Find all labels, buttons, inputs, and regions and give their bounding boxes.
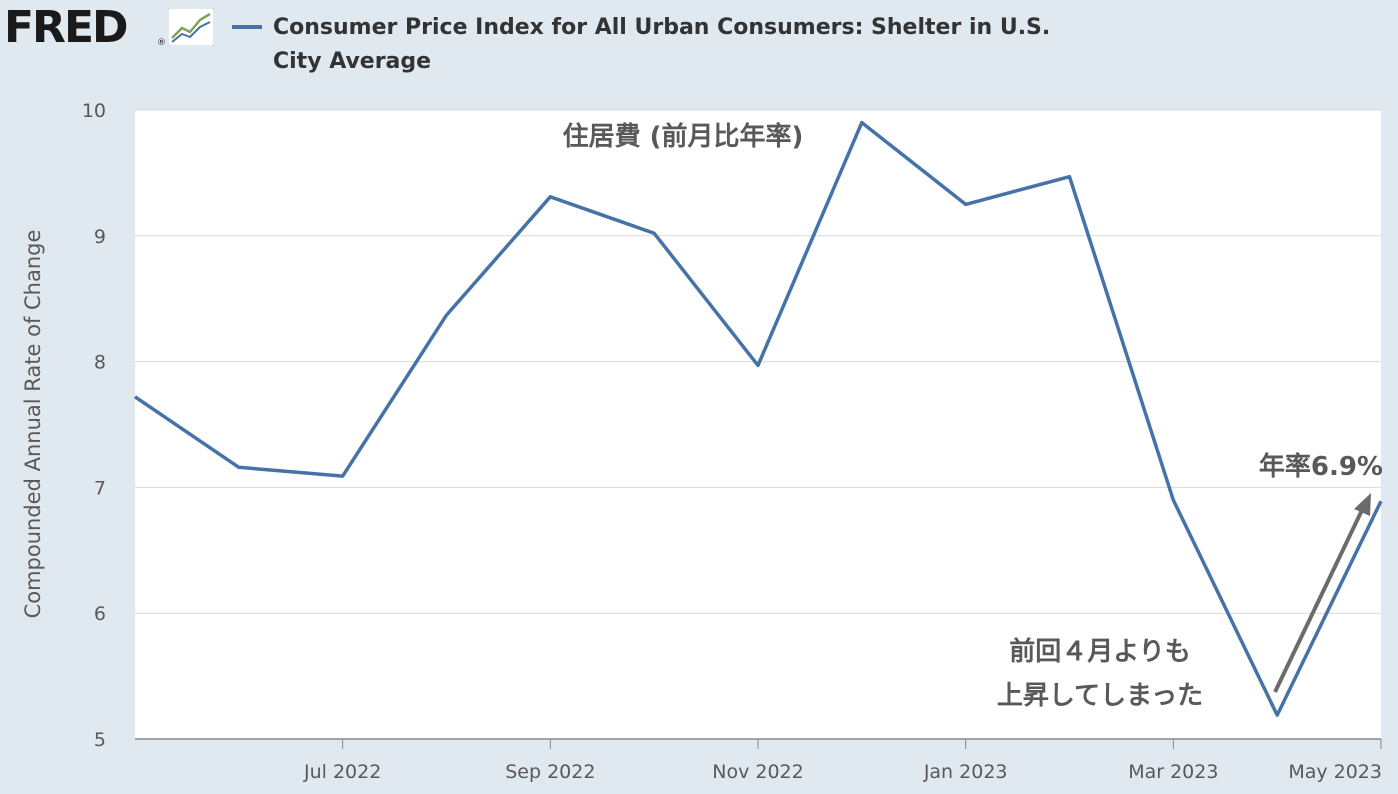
- legend-series-swatch: [232, 25, 262, 29]
- data-point[interactable]: [544, 191, 556, 203]
- chart-header: FRED ® Consumer Price Index for All Urba…: [0, 0, 1398, 100]
- data-point[interactable]: [960, 198, 972, 210]
- data-point[interactable]: [1167, 494, 1179, 506]
- data-point[interactable]: [1375, 495, 1387, 507]
- x-tick-label: Sep 2022: [505, 761, 595, 783]
- data-point[interactable]: [233, 461, 245, 473]
- rate-annotation: 年率6.9%: [1259, 451, 1383, 482]
- fred-logo-registered-mark: ®: [157, 38, 166, 48]
- note-annotation-line1: 前回４月よりも: [1009, 636, 1190, 667]
- data-point[interactable]: [441, 309, 453, 321]
- x-tick-label: Nov 2022: [712, 761, 803, 783]
- data-point[interactable]: [856, 117, 868, 129]
- x-axis-ticks: Jul 2022 Sep 2022 Nov 2022 Jan 2023 Mar 2023…: [303, 739, 1382, 783]
- y-tick-label: 8: [94, 352, 106, 374]
- fred-logo[interactable]: FRED: [4, 2, 129, 53]
- fred-logo-graph-icon: [168, 8, 214, 46]
- series-layer: [134, 120, 1383, 717]
- y-tick-label: 10: [82, 100, 106, 122]
- data-point[interactable]: [752, 359, 764, 371]
- x-tick-label: Mar 2023: [1128, 761, 1218, 783]
- y-tick-label: 5: [94, 729, 106, 751]
- x-tick-label: Jul 2022: [303, 761, 381, 783]
- data-point[interactable]: [337, 470, 349, 482]
- chart-title: Consumer Price Index for All Urban Consu…: [273, 15, 1051, 74]
- series-line-0[interactable]: [134, 120, 1383, 717]
- y-tick-label: 7: [94, 477, 106, 499]
- data-point[interactable]: [1064, 171, 1076, 183]
- note-annotation-line2: 上昇してしまった: [997, 681, 1203, 711]
- data-point[interactable]: [1271, 709, 1283, 721]
- data-point[interactable]: [129, 391, 141, 403]
- y-tick-label: 9: [94, 226, 106, 248]
- inner-title-annotation: 住居費 (前月比年率): [563, 121, 804, 152]
- y-tick-label: 6: [94, 603, 106, 625]
- data-point[interactable]: [648, 227, 660, 239]
- y-axis-title: Compounded Annual Rate of Change: [21, 230, 45, 619]
- x-tick-label: May 2023: [1288, 761, 1382, 783]
- x-tick-label: Jan 2023: [923, 761, 1008, 783]
- plot-area: [135, 110, 1381, 739]
- annotation-arrow: [1273, 493, 1371, 693]
- y-axis-tick-labels: 5 6 7 8 9 10: [82, 100, 106, 751]
